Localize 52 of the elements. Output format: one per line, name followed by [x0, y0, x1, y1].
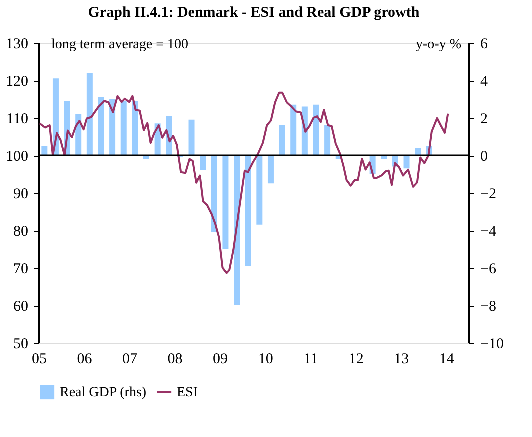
x-tick-label: 13 — [394, 352, 410, 368]
y-tick-label: 100 — [6, 149, 28, 165]
y2-tick-label: 6 — [480, 36, 488, 52]
x-tick-label: 12 — [348, 352, 364, 368]
y-tick-label: 70 — [14, 262, 28, 278]
x-tick-label: 06 — [77, 352, 93, 368]
legend-label: Real GDP (rhs) — [60, 386, 147, 400]
x-tick-label: 11 — [304, 352, 318, 368]
x-tick-label: 05 — [32, 352, 47, 368]
y2-tick-label: −4 — [480, 224, 497, 240]
bar — [324, 126, 331, 156]
bar — [120, 101, 127, 156]
bar — [188, 120, 195, 156]
bar — [313, 104, 320, 156]
x-tick-label: 07 — [122, 352, 138, 368]
y2-axis-title: y-o-y % — [416, 38, 462, 52]
bar — [290, 104, 297, 156]
bar — [86, 73, 93, 156]
x-tick-label: 09 — [213, 352, 228, 368]
y-tick-label: 60 — [14, 299, 28, 315]
bar — [245, 156, 252, 266]
bar — [98, 97, 104, 156]
y-tick-label: 110 — [6, 112, 28, 128]
y-tick-label: 130 — [6, 36, 28, 52]
bar — [132, 101, 138, 156]
bar — [256, 156, 263, 225]
y2-tick-label: 4 — [480, 74, 488, 90]
y2-tick-label: 0 — [480, 149, 488, 165]
bar — [200, 156, 206, 170]
bar — [268, 156, 274, 184]
y2-tick-label: −6 — [480, 262, 497, 278]
bar — [279, 126, 286, 156]
bar — [415, 148, 422, 156]
y-axis-title: long term average = 100 — [52, 38, 188, 52]
x-tick-label: 08 — [168, 352, 183, 368]
y-tick-label: 80 — [14, 224, 28, 240]
bar — [404, 156, 410, 169]
legend-label: ESI — [177, 386, 198, 400]
y2-tick-label: 2 — [480, 112, 488, 128]
chart-title: Graph II.4.1: Denmark - ESI and Real GDP growth — [88, 5, 420, 21]
y-tick-label: 90 — [14, 186, 28, 202]
y-tick-label: 120 — [6, 74, 28, 90]
x-tick-label: 14 — [439, 352, 455, 368]
bar — [234, 156, 240, 306]
bar — [42, 146, 48, 156]
line-series — [39, 92, 450, 274]
x-tick-label: 10 — [258, 352, 274, 368]
y2-tick-label: −8 — [480, 299, 496, 315]
y-tick-label: 50 — [14, 336, 28, 352]
y2-tick-label: −10 — [480, 336, 504, 352]
y2-tick-label: −2 — [480, 186, 496, 202]
bar — [222, 156, 229, 250]
